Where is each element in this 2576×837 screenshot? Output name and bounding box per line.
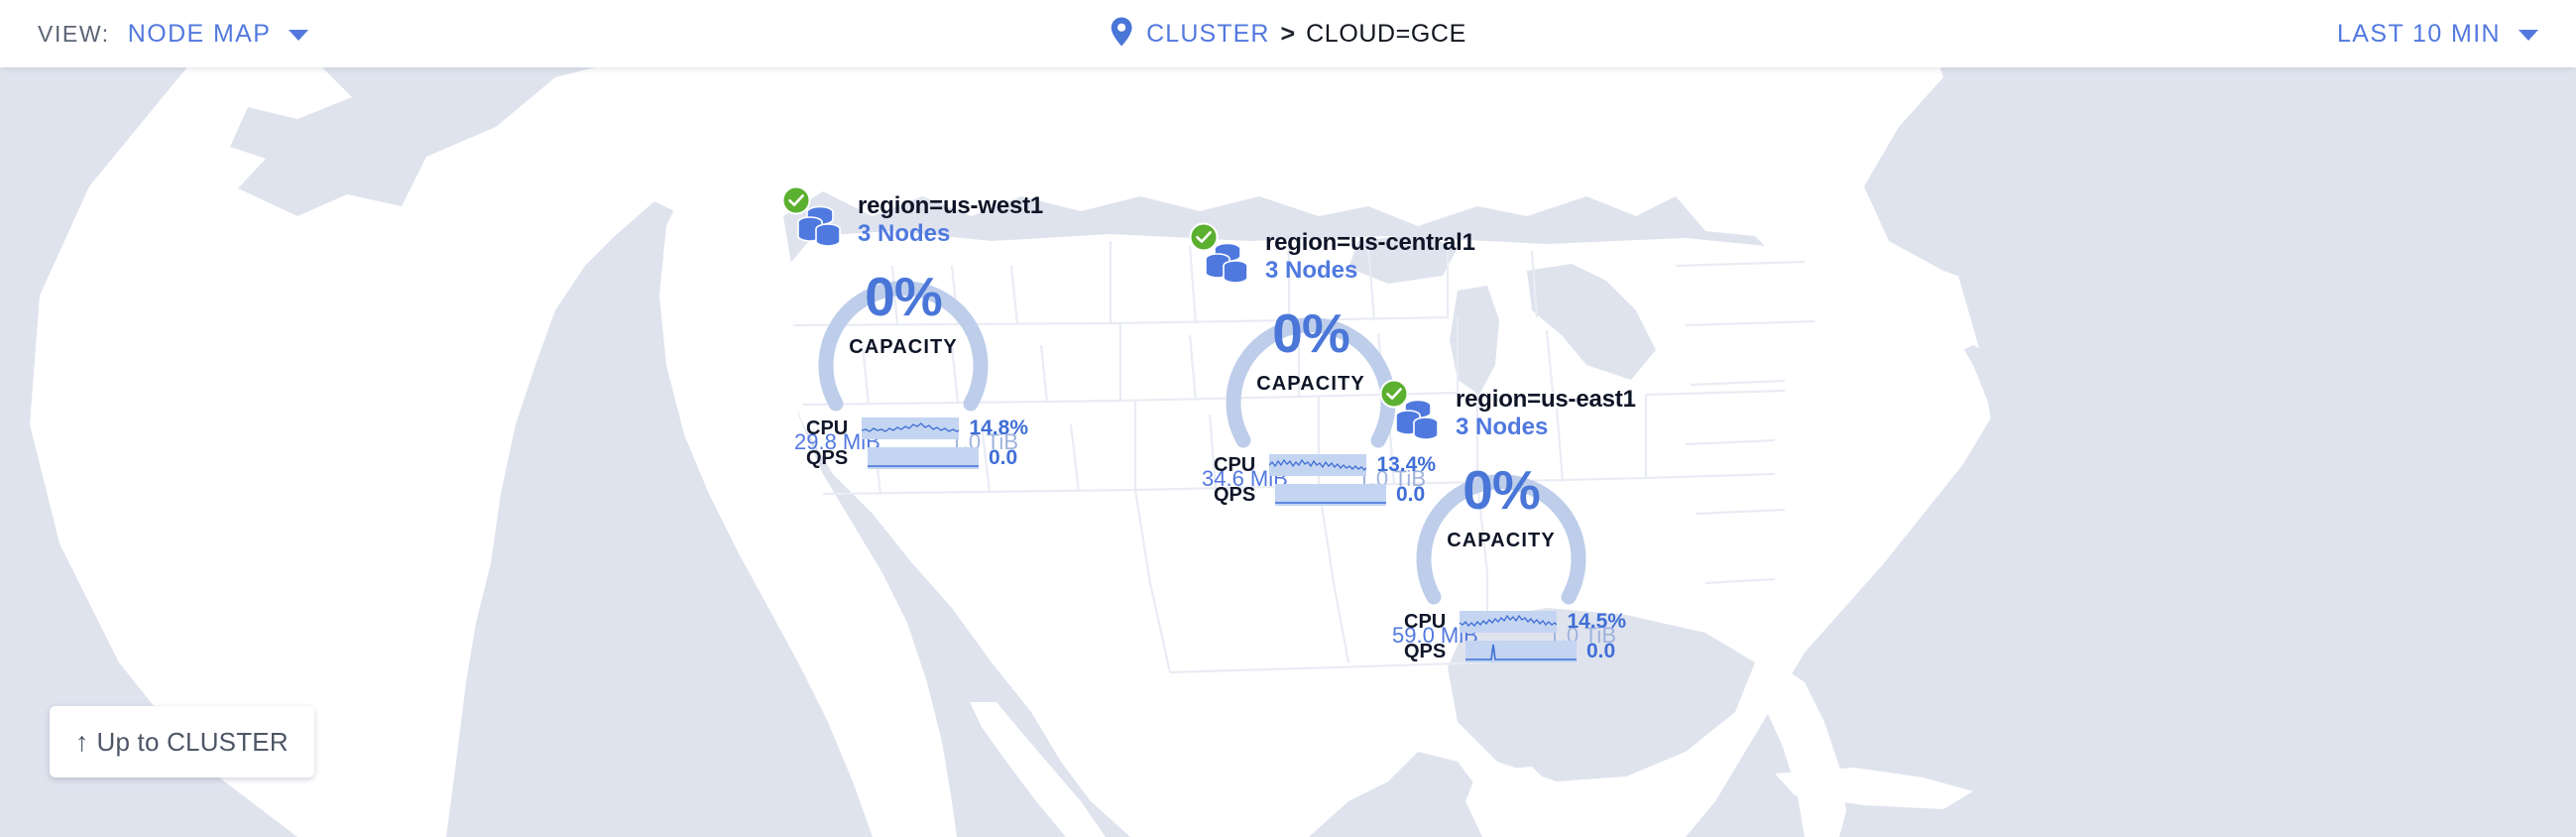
capacity-dial: 0% CAPACITY 59.0 MiB 1.0 TiB [1392, 438, 1616, 648]
time-range-value[interactable]: LAST 10 MIN [2337, 19, 2501, 48]
node-icon-wrap [1189, 222, 1257, 293]
qps-sparkline [1465, 641, 1577, 662]
region-name: region=us-east1 [1456, 386, 1636, 413]
view-label: VIEW: [38, 20, 110, 47]
water-atlantic [1864, 67, 2576, 837]
metric-value: 0.0 [1586, 640, 1616, 662]
metric-label: CPU [1404, 610, 1447, 633]
metric-row-cpu: CPU 13.4% [1214, 450, 1436, 480]
metric-row-qps: QPS 0.0 [806, 443, 1028, 473]
north-america-map [0, 67, 2576, 837]
land-canada [30, 67, 2072, 837]
check-circle-icon [1189, 222, 1219, 252]
check-circle-icon [781, 185, 811, 215]
chevron-down-icon[interactable] [2518, 30, 2538, 41]
metric-label: QPS [1214, 483, 1256, 506]
land-yucatan [1465, 767, 1557, 837]
map-pin-icon [1110, 17, 1133, 52]
metric-value: 0.0 [989, 446, 1018, 469]
breadcrumb-separator: > [1280, 19, 1296, 48]
metric-row-cpu: CPU 14.8% [806, 414, 1028, 443]
cpu-sparkline [1268, 454, 1367, 476]
view-selector[interactable]: VIEW: NODE MAP [38, 0, 309, 67]
region-node-count: 3 Nodes [1456, 414, 1549, 440]
metric-label: CPU [1214, 453, 1256, 476]
view-selected-value[interactable]: NODE MAP [127, 19, 272, 48]
qps-sparkline [1275, 484, 1386, 506]
water-lake-michigan [1450, 286, 1499, 395]
region-meta: region=us-east1 3 Nodes [1456, 387, 1636, 442]
database-stack-icon [794, 201, 844, 256]
breadcrumb-cluster-link[interactable]: CLUSTER [1146, 19, 1270, 48]
breadcrumb: CLUSTER > CLOUD=GCE [1110, 0, 1466, 67]
database-stack-icon [1202, 238, 1251, 293]
breadcrumb-current: CLOUD=GCE [1306, 19, 1466, 48]
capacity-scale: 34.6 MiB 1.0 TiB [1202, 466, 1426, 492]
time-range-selector[interactable]: LAST 10 MIN [2337, 0, 2538, 67]
region-metrics: CPU 14.8% QPS 0.0 [806, 414, 1028, 473]
metric-row-qps: QPS 0.0 [1214, 480, 1436, 510]
node-map-canvas[interactable] [0, 67, 2576, 837]
top-header-bar: VIEW: NODE MAP CLUSTER > CLOUD=GCE LAST … [0, 0, 2576, 67]
metric-value: 14.8% [969, 417, 1028, 439]
region-meta: region=us-central1 3 Nodes [1265, 230, 1475, 286]
cpu-sparkline [861, 418, 960, 439]
water-great-lakes [1527, 264, 1656, 380]
up-to-cluster-label: Up to CLUSTER [96, 726, 289, 757]
region-header: region=us-east1 3 Nodes [1379, 379, 1636, 449]
metric-label: CPU [806, 417, 849, 439]
capacity-dial: 0% CAPACITY 29.8 MiB 1.0 TiB [794, 245, 1018, 454]
region-metrics: CPU 14.5% QPS 0.0 [1404, 607, 1626, 666]
metric-value: 14.5% [1567, 610, 1626, 633]
up-to-cluster-button[interactable]: ↑ Up to CLUSTER [50, 706, 314, 777]
check-circle-icon [1379, 379, 1409, 409]
qps-sparkline [868, 447, 979, 469]
metric-value: 13.4% [1376, 453, 1436, 476]
region-node-us-central1[interactable]: region=us-central1 3 Nodes 0% CAPACITY 3… [1189, 222, 1475, 506]
land-baja [970, 702, 1106, 837]
region-meta: region=us-west1 3 Nodes [858, 193, 1043, 249]
metric-label: QPS [806, 446, 849, 469]
metric-row-qps: QPS 0.0 [1404, 637, 1626, 666]
metric-label: QPS [1404, 640, 1447, 662]
region-node-us-west1[interactable]: region=us-west1 3 Nodes 0% CAPACITY 29.8… [781, 185, 1043, 469]
region-header: region=us-west1 3 Nodes [781, 185, 1043, 256]
water-lake-superior [1348, 234, 1458, 284]
node-icon-wrap [1379, 379, 1448, 449]
region-metrics: CPU 13.4% QPS 0.0 [1214, 450, 1436, 510]
chevron-down-icon[interactable] [289, 30, 309, 41]
node-icon-wrap [781, 185, 850, 256]
land-cuba [1775, 768, 1973, 809]
region-node-us-east1[interactable]: region=us-east1 3 Nodes 0% CAPACITY 59.0… [1379, 379, 1636, 662]
region-node-count: 3 Nodes [1265, 257, 1358, 284]
cpu-sparkline [1459, 611, 1558, 633]
land-west-coast [659, 167, 957, 837]
region-node-count: 3 Nodes [858, 220, 951, 247]
metric-row-cpu: CPU 14.5% [1404, 607, 1626, 637]
metric-value: 0.0 [1396, 483, 1426, 506]
arrow-up-icon: ↑ [75, 726, 89, 757]
region-name: region=us-west1 [858, 192, 1044, 219]
database-stack-icon [1392, 395, 1442, 449]
region-header: region=us-central1 3 Nodes [1189, 222, 1475, 293]
region-name: region=us-central1 [1265, 229, 1475, 256]
